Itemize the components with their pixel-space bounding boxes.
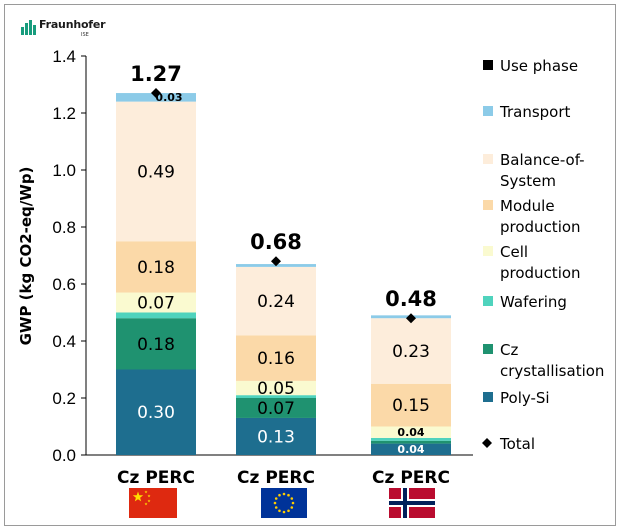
total-marker <box>271 256 281 267</box>
data-label: 0.30 <box>137 403 175 423</box>
fraunhofer-logo-icon <box>21 20 36 35</box>
legend-label: Total <box>499 435 535 453</box>
legend-label: Poly-Si <box>500 389 550 407</box>
bar-segment <box>236 380 316 396</box>
legend-marker-diamond <box>482 438 492 448</box>
eu-flag-star <box>290 506 294 509</box>
fraunhofer-logo: Fraunhofer ISE <box>19 17 106 47</box>
legend-label: Wafering <box>500 293 567 311</box>
legend-marker <box>483 154 493 164</box>
legend-label: production <box>500 264 581 282</box>
x-tick-label: Cz PERC <box>117 468 195 488</box>
legend-label: Use phase <box>500 57 578 75</box>
legend-marker <box>483 296 493 306</box>
legend-marker <box>483 344 493 354</box>
eu-flag-star <box>278 493 281 497</box>
total-marker <box>406 313 416 324</box>
y-tick-label: 0.0 <box>52 446 76 465</box>
bar-segment <box>371 383 451 427</box>
total-label: 0.68 <box>250 230 302 254</box>
bar-segment <box>371 426 451 438</box>
logo-name: Fraunhofer <box>39 18 106 31</box>
eu-flag-star <box>282 510 286 514</box>
legend-marker <box>483 60 493 70</box>
china-flag <box>129 488 177 518</box>
bar-segment <box>116 312 196 319</box>
eu-flag <box>261 488 307 518</box>
eu-flag-star <box>274 506 278 509</box>
y-tick-label: 1.0 <box>52 161 76 180</box>
eu-flag-star <box>274 497 278 500</box>
data-label: 0.23 <box>392 342 430 362</box>
eu-flag-star <box>287 493 290 497</box>
data-label: 0.07 <box>257 399 295 419</box>
data-label: 0.18 <box>137 258 175 278</box>
bar-segment <box>116 369 196 455</box>
data-label: 0.13 <box>257 427 295 447</box>
legend-label: crystallisation <box>500 362 604 380</box>
x-tick-label: Cz PERC <box>372 468 450 488</box>
china-flag-star <box>144 502 148 506</box>
stacked-bar-chart: 0.0 0.2 0.4 0.6 0.8 1.0 1.2 1.4 GWP (kg CO2-eq/W… <box>17 47 604 518</box>
legend-marker <box>483 246 493 256</box>
total-label: 1.27 <box>130 62 182 86</box>
y-tick-label: 0.4 <box>52 332 76 351</box>
china-flag-star <box>132 491 144 502</box>
bar-segment <box>371 443 451 455</box>
bar-segment <box>116 241 196 293</box>
eu-flag-star <box>290 497 294 500</box>
legend-label: Transport <box>499 103 571 121</box>
data-label: 0.04 <box>397 443 424 456</box>
eu-flag-star <box>273 501 277 505</box>
bar-segment <box>236 417 316 455</box>
logo-sub: ISE <box>81 32 89 38</box>
legend-marker <box>483 200 493 210</box>
data-label: 0.07 <box>137 293 175 313</box>
data-label: 0.49 <box>137 162 175 182</box>
norway-flag-cross <box>389 501 435 505</box>
bar-segment <box>116 292 196 313</box>
bar-segment <box>236 335 316 381</box>
china-flag-star <box>147 494 151 498</box>
legend-label: Cz <box>500 341 518 359</box>
data-label: 0.03 <box>155 91 182 104</box>
data-label: 0.24 <box>257 292 295 312</box>
bar-segment <box>236 266 316 336</box>
y-tick-label: 0.6 <box>52 275 76 294</box>
china-flag-star <box>147 499 151 503</box>
data-label: 0.05 <box>257 379 295 399</box>
y-tick-label: 1.4 <box>52 47 76 66</box>
data-label: 0.04 <box>397 426 424 439</box>
bar-segment <box>371 318 451 384</box>
chart-frame: Fraunhofer ISE 0.0 0.2 0.4 0.6 0.8 1.0 1.2 1.4 G… <box>4 4 616 526</box>
data-label: 0.15 <box>392 396 430 416</box>
bar-segment <box>236 395 316 398</box>
bar-segment <box>371 440 451 444</box>
total-marker <box>151 88 161 99</box>
bar-segment <box>116 318 196 370</box>
bar-segment <box>236 398 316 418</box>
data-label: 0.18 <box>137 335 175 355</box>
legend-label: System <box>500 172 556 190</box>
legend-marker <box>483 106 493 116</box>
legend-marker <box>483 392 493 402</box>
x-tick-label: Cz PERC <box>237 468 315 488</box>
bar-segment <box>371 437 451 441</box>
y-axis-label: GWP (kg CO2-eq/Wp) <box>17 167 35 346</box>
total-label: 0.48 <box>385 287 437 311</box>
legend-label: Module <box>500 197 555 215</box>
eu-flag-star <box>278 509 281 513</box>
legend-label: Cell <box>500 243 528 261</box>
bar-segment <box>116 101 196 242</box>
legend-label: production <box>500 218 581 236</box>
china-flag-star <box>144 490 148 494</box>
eu-flag-star <box>291 501 295 505</box>
y-tick-label: 0.2 <box>52 389 76 408</box>
y-tick-label: 1.2 <box>52 104 76 123</box>
y-tick-label: 0.8 <box>52 218 76 237</box>
eu-flag-star <box>287 509 290 513</box>
eu-flag-star <box>282 492 286 496</box>
data-label: 0.16 <box>257 349 295 369</box>
legend-label: Balance-of- <box>500 151 585 169</box>
